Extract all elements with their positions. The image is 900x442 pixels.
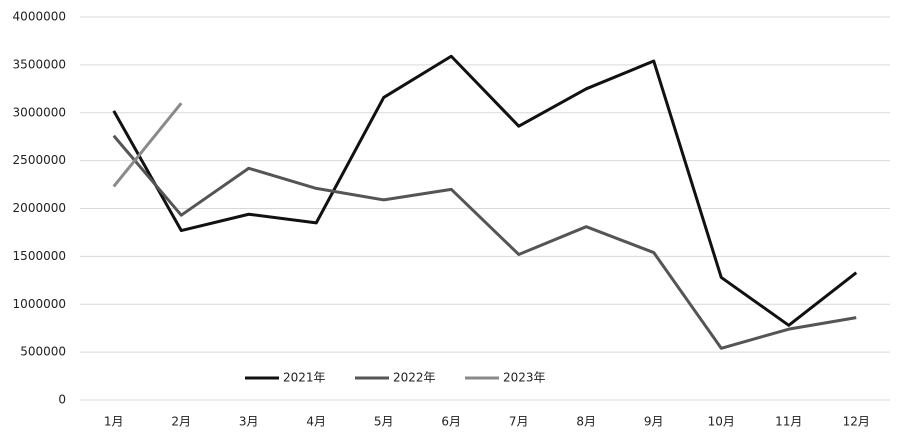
- x-tick-label: 7月: [509, 415, 529, 429]
- series-line: [112, 134, 857, 350]
- legend-label: 2022年: [393, 371, 436, 385]
- y-tick-label: 1000000: [13, 297, 66, 311]
- y-tick-label: 4000000: [13, 10, 66, 24]
- y-tick-label: 0: [58, 393, 66, 407]
- x-tick-label: 12月: [843, 415, 870, 429]
- series-line: [112, 102, 183, 188]
- legend-label: 2023年: [503, 371, 546, 385]
- x-tick-label: 2月: [171, 415, 191, 429]
- legend-label: 2021年: [283, 371, 326, 385]
- y-tick-label: 2500000: [13, 153, 66, 167]
- y-tick-label: 3500000: [13, 57, 66, 71]
- x-tick-label: 11月: [775, 415, 802, 429]
- y-tick-label: 500000: [20, 345, 66, 359]
- y-tick-label: 3000000: [13, 105, 66, 119]
- x-tick-label: 6月: [441, 415, 461, 429]
- x-tick-label: 8月: [576, 415, 596, 429]
- x-tick-label: 4月: [306, 415, 326, 429]
- x-tick-label: 9月: [644, 415, 664, 429]
- y-tick-label: 2000000: [13, 201, 66, 215]
- y-tick-label: 1500000: [13, 249, 66, 263]
- x-tick-label: 10月: [708, 415, 735, 429]
- series-line: [112, 54, 858, 327]
- x-tick-label: 5月: [374, 415, 394, 429]
- x-tick-label: 3月: [239, 415, 259, 429]
- x-tick-label: 1月: [104, 415, 124, 429]
- legend-background: [237, 367, 573, 389]
